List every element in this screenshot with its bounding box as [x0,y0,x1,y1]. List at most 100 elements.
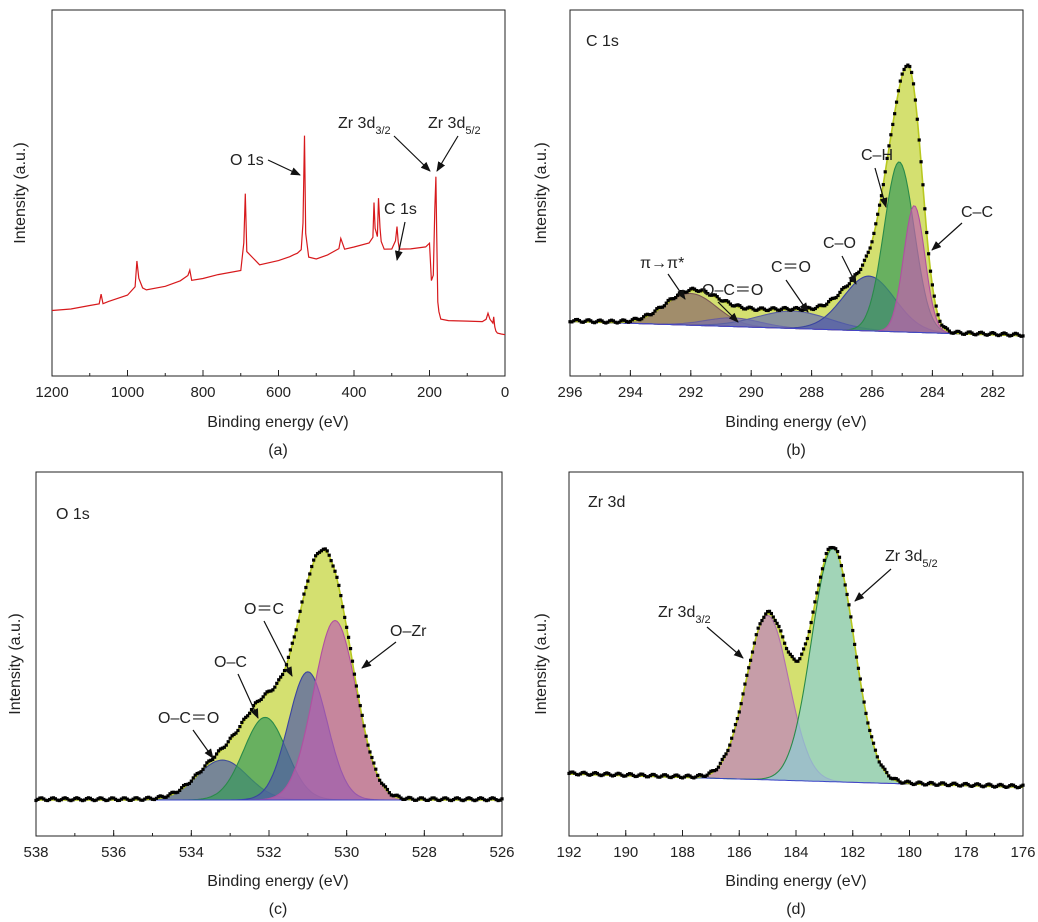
data-point [1011,332,1016,336]
data-point [930,781,934,785]
data-point [817,583,821,587]
data-point [420,796,424,800]
data-point [104,798,108,803]
x-tick-label: 188 [670,844,695,861]
data-point [809,620,813,625]
panel-c-annot-ocoo: O–C＝O [158,710,219,727]
data-point [639,772,643,776]
data-point [836,293,840,298]
data-point [651,311,655,316]
data-point [498,798,502,802]
data-point [805,636,809,641]
data-point [893,112,897,116]
panel-b-frame [569,9,1024,377]
data-point [407,795,411,800]
data-point [255,699,259,704]
data-point [638,318,642,322]
panel-c-arrow-oc [237,673,259,719]
data-point [781,306,785,310]
data-point [917,138,921,142]
data-point [708,293,712,297]
data-point [942,325,946,329]
data-point [970,784,974,788]
data-point [675,773,679,777]
data-point [609,773,613,777]
data-point [79,798,83,802]
panel-a-arrow-o1s [267,159,301,176]
data-point [747,305,751,309]
data-point [749,658,753,662]
data-point [269,689,273,693]
data-point [900,72,904,76]
data-point [302,592,306,596]
data-point [413,798,417,802]
data-point [803,642,808,646]
data-point [955,782,959,786]
data-point [702,288,706,292]
data-point [754,633,758,637]
data-point [1000,332,1004,336]
data-point [447,798,452,802]
data-point [860,263,865,267]
data-point [436,798,440,802]
data-point [315,551,320,556]
data-point [770,306,774,310]
data-point [961,332,965,336]
data-point [847,282,851,286]
data-point [465,796,469,800]
data-point [888,776,893,780]
data-point [300,600,304,604]
data-point [612,773,616,778]
data-point [500,797,504,801]
panel-a-caption: (a) [268,442,288,459]
data-point [607,772,611,776]
data-point [751,307,755,311]
data-point [758,622,762,626]
data-point [898,79,902,83]
x-tick-label: 536 [101,844,126,861]
data-point [711,293,716,297]
data-point [739,702,743,706]
data-point [653,309,657,313]
data-point [1015,786,1019,790]
data-point [372,761,376,765]
data-point [59,798,63,802]
data-point [568,320,572,324]
data-point [909,781,913,786]
data-point [921,183,925,187]
baseline-line [570,320,1024,337]
data-point [358,704,362,708]
data-point [92,798,96,803]
data-point [389,793,393,797]
x-tick-label: 176 [1010,844,1035,861]
panel-a-annot-zr3d32: Zr 3d3/2 [338,115,391,137]
data-point [913,98,918,102]
data-point [669,775,673,780]
data-point [911,82,916,86]
data-point [974,782,978,786]
data-point [88,796,92,800]
data-point [57,798,61,803]
data-point [108,797,112,801]
data-point [75,796,79,800]
data-point [467,796,471,800]
data-point [671,774,675,779]
data-point [964,781,968,786]
data-point [976,782,980,786]
data-point [232,732,236,737]
data-point [902,67,906,72]
data-point [440,797,444,802]
data-point [1019,334,1023,338]
data-point [475,798,479,802]
data-point [63,796,67,800]
data-point [424,798,428,802]
data-point [856,666,861,670]
data-point [923,207,927,211]
data-point [642,315,646,319]
data-point [273,685,277,689]
data-point [1021,334,1025,338]
data-point [77,796,81,801]
data-point [603,772,607,776]
data-point [193,773,197,777]
data-point [646,775,651,779]
